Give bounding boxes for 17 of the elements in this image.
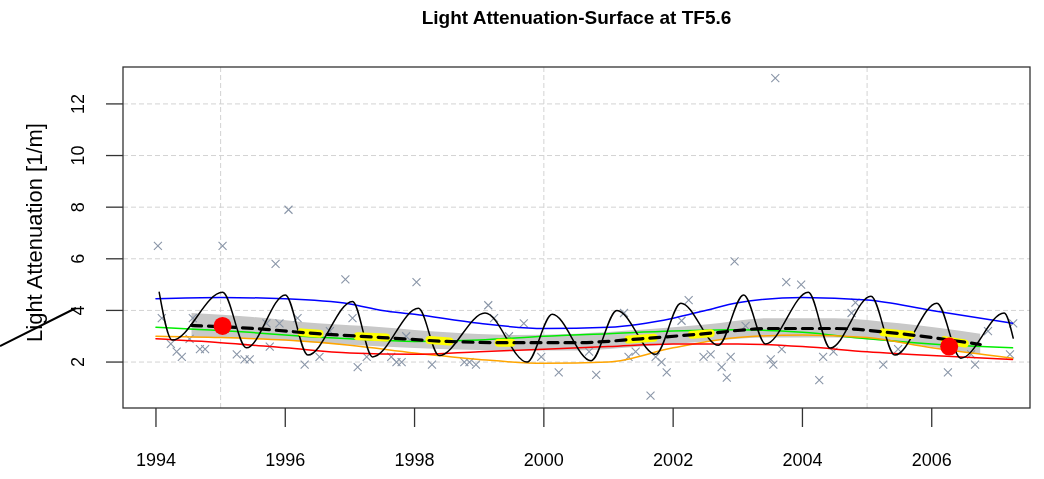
y-tick-label: 2	[67, 357, 88, 368]
y-tick-label: 10	[67, 145, 88, 166]
x-tick-label: 2006	[911, 450, 952, 470]
y-tick-label: 8	[67, 202, 88, 213]
y-tick-label: 6	[67, 253, 88, 264]
x-tick-label: 1998	[394, 450, 435, 470]
chart-title: Light Attenuation-Surface at TF5.6	[421, 7, 732, 28]
y-axis-title: Light Attenuation [1/m]	[22, 123, 47, 342]
x-tick-label: 2002	[653, 450, 694, 470]
line-series	[158, 291, 1014, 363]
line-series	[155, 296, 1014, 330]
x-tick-label: 2000	[523, 450, 564, 470]
x-tick-label: 1996	[265, 450, 306, 470]
y-tick-label: 12	[67, 93, 88, 114]
x-tick-label: 1994	[135, 450, 176, 470]
line-series	[189, 323, 982, 347]
x-tick-label: 2004	[782, 450, 823, 470]
